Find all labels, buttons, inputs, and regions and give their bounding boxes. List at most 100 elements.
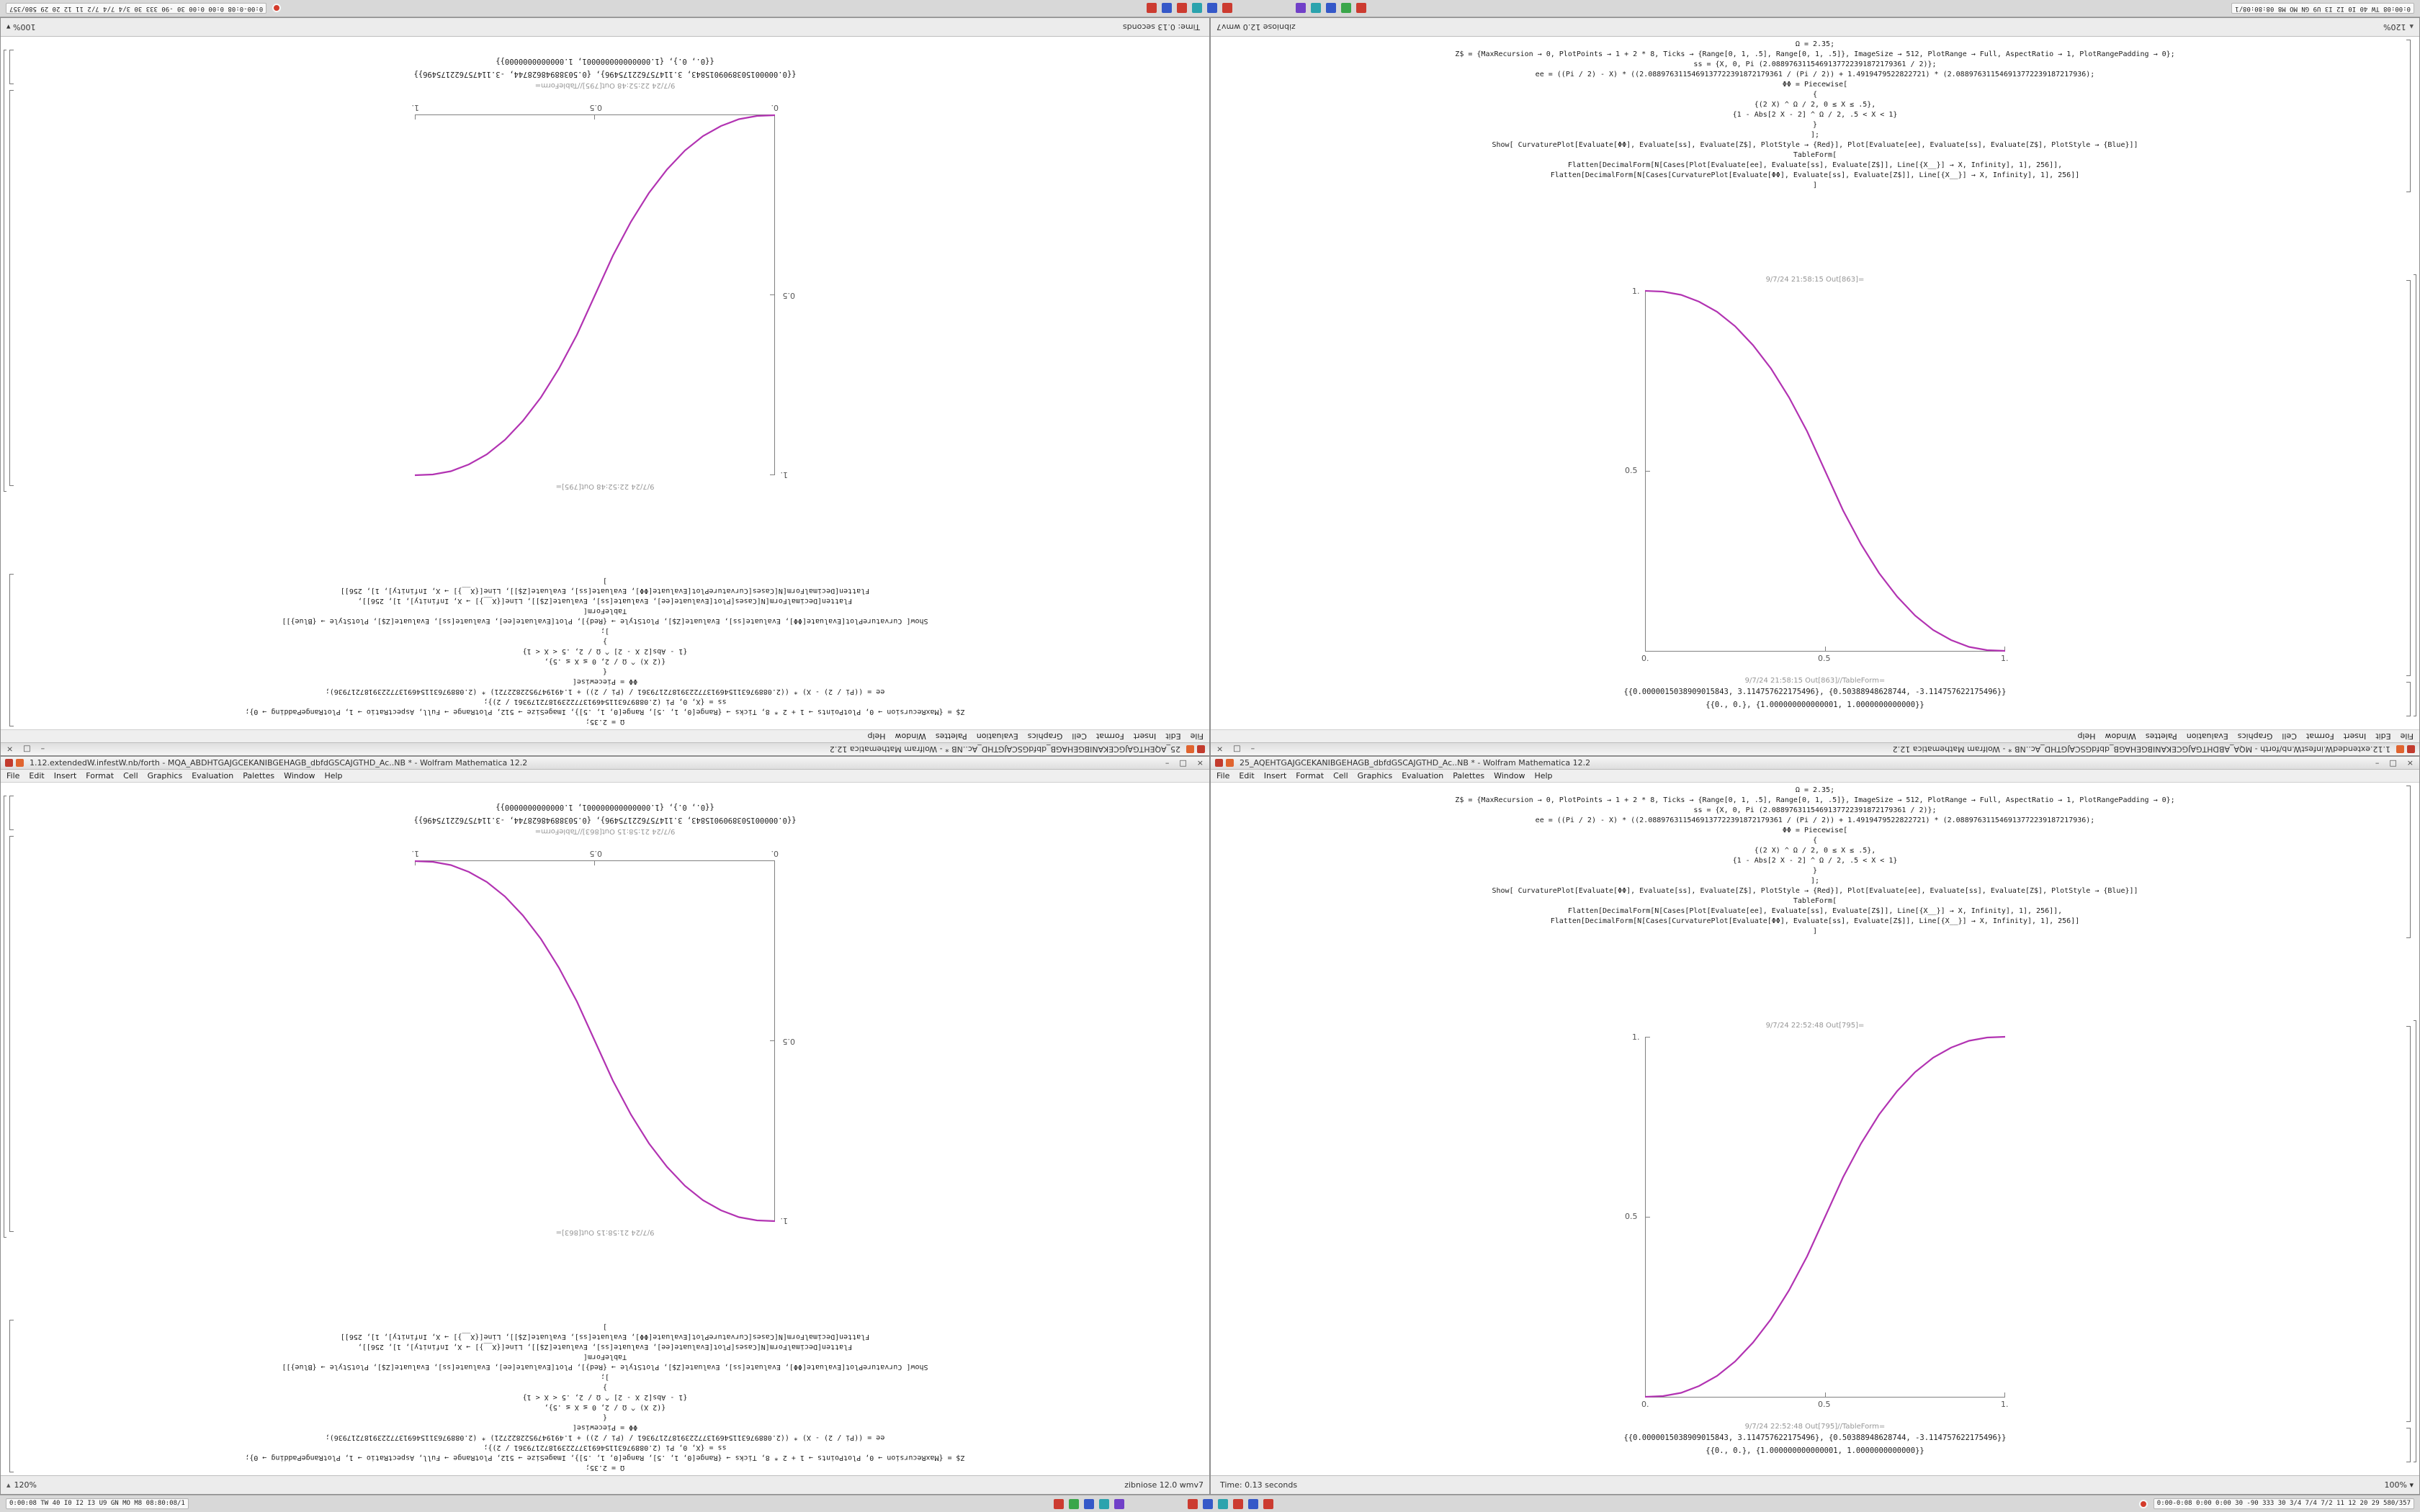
taskbar-app-icon[interactable] <box>1263 1498 1274 1509</box>
minimize-button[interactable]: – <box>40 744 45 754</box>
output-plot[interactable]: 1. 0.5 0. 0.5 1. <box>411 840 799 1225</box>
taskbar-app-icon[interactable] <box>1203 1498 1214 1509</box>
menu-item[interactable]: Insert <box>53 771 77 780</box>
taskbar-app-icon[interactable] <box>1233 1498 1244 1509</box>
menu-item[interactable]: File <box>1216 771 1230 780</box>
menu-item[interactable]: Insert <box>1133 732 1157 741</box>
menu-item[interactable]: Window <box>2105 732 2136 741</box>
menu-item[interactable]: Graphics <box>1027 732 1063 741</box>
cell-bracket[interactable] <box>9 90 14 486</box>
cell-bracket[interactable] <box>2406 280 2411 676</box>
taskbar-app-icon[interactable] <box>1248 1498 1259 1509</box>
menu-item[interactable]: Edit <box>29 771 45 780</box>
menu-item[interactable]: Format <box>2305 732 2334 741</box>
menu-item[interactable]: Format <box>1296 771 1325 780</box>
menu-item[interactable]: Evaluation <box>976 732 1018 741</box>
taskbar-app-icon[interactable] <box>1355 3 1366 14</box>
taskbar-app-icon[interactable] <box>1054 1498 1065 1509</box>
window-titlebar[interactable]: 1.12.extendedW.infestW.nb/forth - MQA_AB… <box>1 757 1209 770</box>
menu-item[interactable]: Edit <box>1165 732 1181 741</box>
menu-item[interactable]: Edit <box>2375 732 2391 741</box>
menu-item[interactable]: Insert <box>1263 771 1287 780</box>
taskbar-app-icon[interactable] <box>1146 3 1157 14</box>
maximize-button[interactable]: □ <box>23 744 31 754</box>
zoom-level[interactable]: 100% ▾ <box>2384 1480 2414 1490</box>
menu-item[interactable]: File <box>6 771 20 780</box>
maximize-button[interactable]: □ <box>2389 758 2397 768</box>
taskbar-app-icon[interactable] <box>1222 3 1232 14</box>
minimize-button[interactable]: – <box>2375 758 2380 768</box>
close-button[interactable]: × <box>2406 758 2414 768</box>
close-button[interactable]: × <box>1216 744 1224 754</box>
menu-item[interactable]: Help <box>1534 771 1553 780</box>
menu-item[interactable]: Insert <box>2343 732 2367 741</box>
taskbar-app-icon[interactable] <box>1069 1498 1080 1509</box>
close-button[interactable]: × <box>1196 758 1204 768</box>
taskbar-app-icon[interactable] <box>1191 3 1202 14</box>
menu-item[interactable]: Graphics <box>147 771 183 780</box>
menu-item[interactable]: Help <box>867 732 886 741</box>
minimize-button[interactable]: – <box>1165 758 1170 768</box>
cell-bracket[interactable] <box>2406 786 2411 938</box>
menu-item[interactable]: File <box>1190 732 1204 741</box>
menu-item[interactable]: Cell <box>123 771 138 780</box>
maximize-button[interactable]: □ <box>1233 744 1241 754</box>
close-button[interactable]: × <box>6 744 14 754</box>
menu-item[interactable]: Palettes <box>935 732 967 741</box>
cell-bracket[interactable] <box>2406 682 2411 716</box>
menu-item[interactable]: Cell <box>2282 732 2297 741</box>
cell-bracket[interactable] <box>9 836 14 1232</box>
record-icon[interactable] <box>2138 1499 2148 1508</box>
taskbar-app-icon[interactable] <box>1310 3 1321 14</box>
menu-item[interactable]: Cell <box>1072 732 1087 741</box>
menu-item[interactable]: Graphics <box>1357 771 1393 780</box>
taskbar-app-icon[interactable] <box>1188 1498 1198 1509</box>
menu-item[interactable]: Evaluation <box>192 771 234 780</box>
maximize-button[interactable]: □ <box>1179 758 1187 768</box>
menu-item[interactable]: Graphics <box>2237 732 2273 741</box>
taskbar-app-icon[interactable] <box>1325 3 1336 14</box>
taskbar-app-icon[interactable] <box>1084 1498 1095 1509</box>
window-titlebar[interactable]: 25_AQEHTGAJGCEKANIBGEHAGB_dbfdGSCAJGTHD_… <box>1 742 1209 755</box>
window-titlebar[interactable]: 1.12.extendedW.infestW.nb/forth - MQA_AB… <box>1211 742 2419 755</box>
input-cell[interactable]: Ω = 2.35; Z$ = {MaxRecursion → 0, PlotPoi… <box>1455 40 2174 191</box>
output-plot[interactable]: 1. 0.5 0. 0.5 1. <box>411 94 799 480</box>
cell-bracket[interactable] <box>2406 1428 2411 1462</box>
cell-bracket[interactable] <box>9 574 14 726</box>
cell-bracket[interactable] <box>2406 40 2411 192</box>
menu-item[interactable]: Window <box>895 732 926 741</box>
cell-bracket[interactable] <box>2406 1026 2411 1422</box>
cell-group-bracket[interactable] <box>2414 274 2416 716</box>
menu-item[interactable]: Palettes <box>243 771 275 780</box>
menu-item[interactable]: Evaluation <box>2186 732 2228 741</box>
input-cell[interactable]: Ω = 2.35; Z$ = {MaxRecursion → 0, PlotPoi… <box>245 1321 964 1472</box>
menu-item[interactable]: Window <box>1494 771 1525 780</box>
cell-bracket[interactable] <box>9 50 14 84</box>
menu-item[interactable]: Format <box>1095 732 1124 741</box>
cell-bracket[interactable] <box>9 1320 14 1472</box>
output-plot[interactable]: 1. 0.5 0. 0.5 1. <box>1621 287 2009 672</box>
menu-item[interactable]: Palettes <box>1453 771 1485 780</box>
input-cell[interactable]: Ω = 2.35; Z$ = {MaxRecursion → 0, PlotPoi… <box>245 575 964 726</box>
menu-item[interactable]: Window <box>284 771 315 780</box>
menu-item[interactable]: Cell <box>1333 771 1348 780</box>
menu-item[interactable]: Evaluation <box>1402 771 1444 780</box>
window-titlebar[interactable]: 25_AQEHTGAJGCEKANIBGEHAGB_dbfdGSCAJGTHD_… <box>1211 757 2419 770</box>
cell-group-bracket[interactable] <box>4 50 6 492</box>
menu-item[interactable]: File <box>2400 732 2414 741</box>
zoom-level[interactable]: 100% ▾ <box>6 22 36 32</box>
menu-item[interactable]: Palettes <box>2145 732 2177 741</box>
taskbar-app-icon[interactable] <box>1340 3 1351 14</box>
minimize-button[interactable]: – <box>1250 744 1255 754</box>
cell-group-bracket[interactable] <box>2414 1020 2416 1462</box>
taskbar-app-icon[interactable] <box>1206 3 1217 14</box>
menu-item[interactable]: Edit <box>1239 771 1255 780</box>
taskbar-app-icon[interactable] <box>1218 1498 1229 1509</box>
taskbar-app-icon[interactable] <box>1176 3 1187 14</box>
taskbar-app-icon[interactable] <box>1295 3 1306 14</box>
menu-item[interactable]: Help <box>2077 732 2096 741</box>
cell-bracket[interactable] <box>9 796 14 830</box>
taskbar-app-icon[interactable] <box>1161 3 1172 14</box>
output-plot[interactable]: 1. 0.5 0. 0.5 1. <box>1621 1032 2009 1418</box>
menu-item[interactable]: Format <box>86 771 115 780</box>
